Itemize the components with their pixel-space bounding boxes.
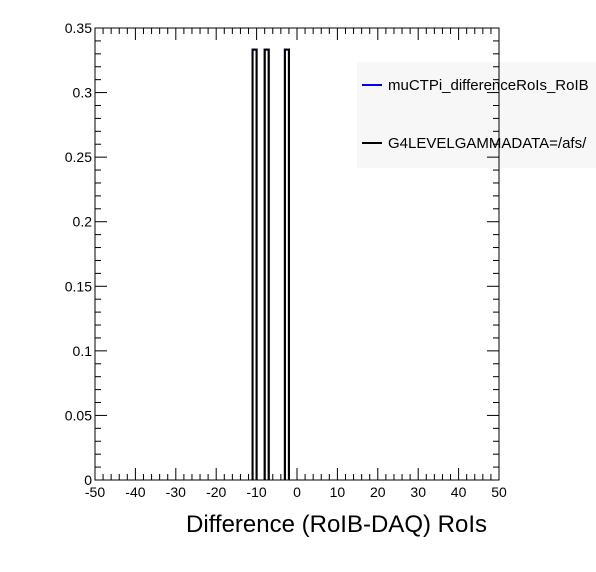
histogram-bar-series-2 [283,48,290,480]
x-tick-label: 10 [330,484,346,500]
plot-area: -50 -40 -30 -20 -10 0 10 20 30 40 50 0 0.05 0.1 0.15 0.… [65,20,507,500]
y-tick-label: 0.35 [65,20,92,36]
x-tick-label: 40 [451,484,467,500]
legend-box [357,62,596,168]
y-tick-label: 0.2 [73,214,93,230]
x-tick-label: -50 [85,484,105,500]
x-tick-label: -20 [206,484,226,500]
y-tick-label: 0.25 [65,149,92,165]
x-tick-label: -10 [246,484,266,500]
x-tick-label: 0 [293,484,301,500]
y-tick-label: 0.15 [65,278,92,294]
y-tick-label: 0.1 [73,343,93,359]
x-tick-label: 50 [491,484,507,500]
x-axis-title: Difference (RoIB-DAQ) RoIs [186,511,487,538]
x-tick-label: 20 [370,484,386,500]
x-tick-label: 30 [410,484,426,500]
histogram-bar-series-2 [263,48,270,480]
legend: muCTPi_differenceRoIs_RoIB G4LEVELGAMMAD… [357,62,596,168]
y-tick-label: 0.05 [65,407,92,423]
y-tick-label: 0.3 [73,85,93,101]
x-tick-label: -40 [125,484,145,500]
histogram-bar-series-2 [251,48,258,480]
legend-label-series-2: G4LEVELGAMMADATA=/afs/ [388,135,587,152]
legend-label-series-1: muCTPi_differenceRoIs_RoIB [388,77,589,94]
x-tick-label: -30 [166,484,186,500]
y-tick-label: 0 [84,472,92,488]
